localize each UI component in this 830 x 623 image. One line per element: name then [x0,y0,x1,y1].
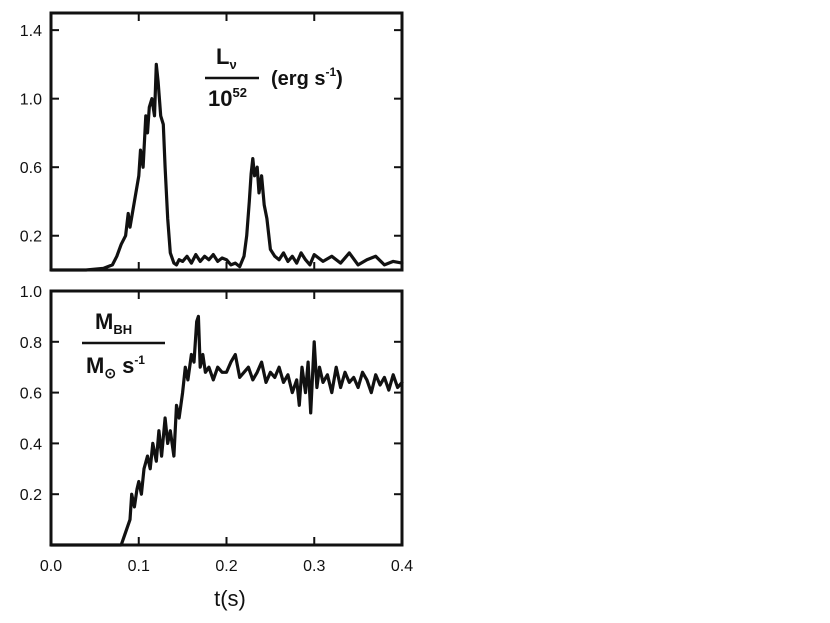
bottom-panel: 0.20.40.60.81.0 0.0 0.1 0.2 0.3 0.4 MBH M⊙ s-… [20,284,413,611]
bottom-annot-numerator-sub: BH [113,322,132,337]
xtick-label: 0.4 [391,558,413,575]
top-annot-unit-sup: -1 [325,65,336,79]
svg-text:M⊙s-1: M⊙ s-1 [86,353,145,381]
top-annot-unit: (erg s [271,68,325,90]
bottom-ytick-label: 0.8 [20,335,42,352]
top-ytick-label: 1.0 [20,92,42,109]
xtick-label: 0.0 [40,558,62,575]
svg-text:MBH: MBH [95,309,132,337]
bottom-ytick-label: 1.0 [20,284,42,301]
top-ytick-label: 1.4 [20,23,42,40]
top-annot-numerator-sub: ν [229,57,236,72]
top-annotation: Lν 1052 (erg s-1) [205,44,343,111]
top-panel: 0.2 0.6 1.0 1.4 Lν 1052 (erg s-1) [20,11,404,272]
bottom-annot-unit: s [122,353,134,378]
top-y-axis: 0.2 0.6 1.0 1.4 [20,13,402,270]
bottom-ytick-label: 0.2 [20,487,42,504]
top-ytick-label: 0.2 [20,229,42,246]
xtick-label: 0.1 [128,558,150,575]
top-series-line [49,62,404,272]
top-ytick-label: 0.6 [20,160,42,177]
top-annot-denominator: 10 [208,86,232,111]
bottom-series-line [49,314,404,547]
bottom-annot-denominator: M [86,353,104,378]
bottom-ytick-label: 0.4 [20,436,42,453]
bottom-y-axis: 0.2 0.4 0.6 0.8 1.0 [20,284,402,504]
svg-text:1052: 1052 [208,85,247,111]
bottom-x-axis: 0.0 0.1 0.2 0.3 0.4 [40,291,413,575]
top-annot-unit-close: ) [336,68,343,90]
bottom-annot-numerator: M [95,309,113,334]
x-axis-label: t(s) [214,586,246,611]
bottom-annot-unit-sup: -1 [134,353,145,367]
top-annot-numerator: L [216,44,229,69]
bottom-ytick-label: 0.6 [20,386,42,403]
bottom-annot-denominator-sub: ⊙ [104,365,116,381]
top-annot-denominator-sup: 52 [232,85,246,100]
svg-text:Lν: Lν [216,44,237,72]
xtick-label: 0.2 [215,558,237,575]
svg-text:(erg s-1): (erg s-1) [271,65,343,90]
xtick-label: 0.3 [303,558,325,575]
bottom-annotation: MBH M⊙ s-1 [82,309,165,381]
